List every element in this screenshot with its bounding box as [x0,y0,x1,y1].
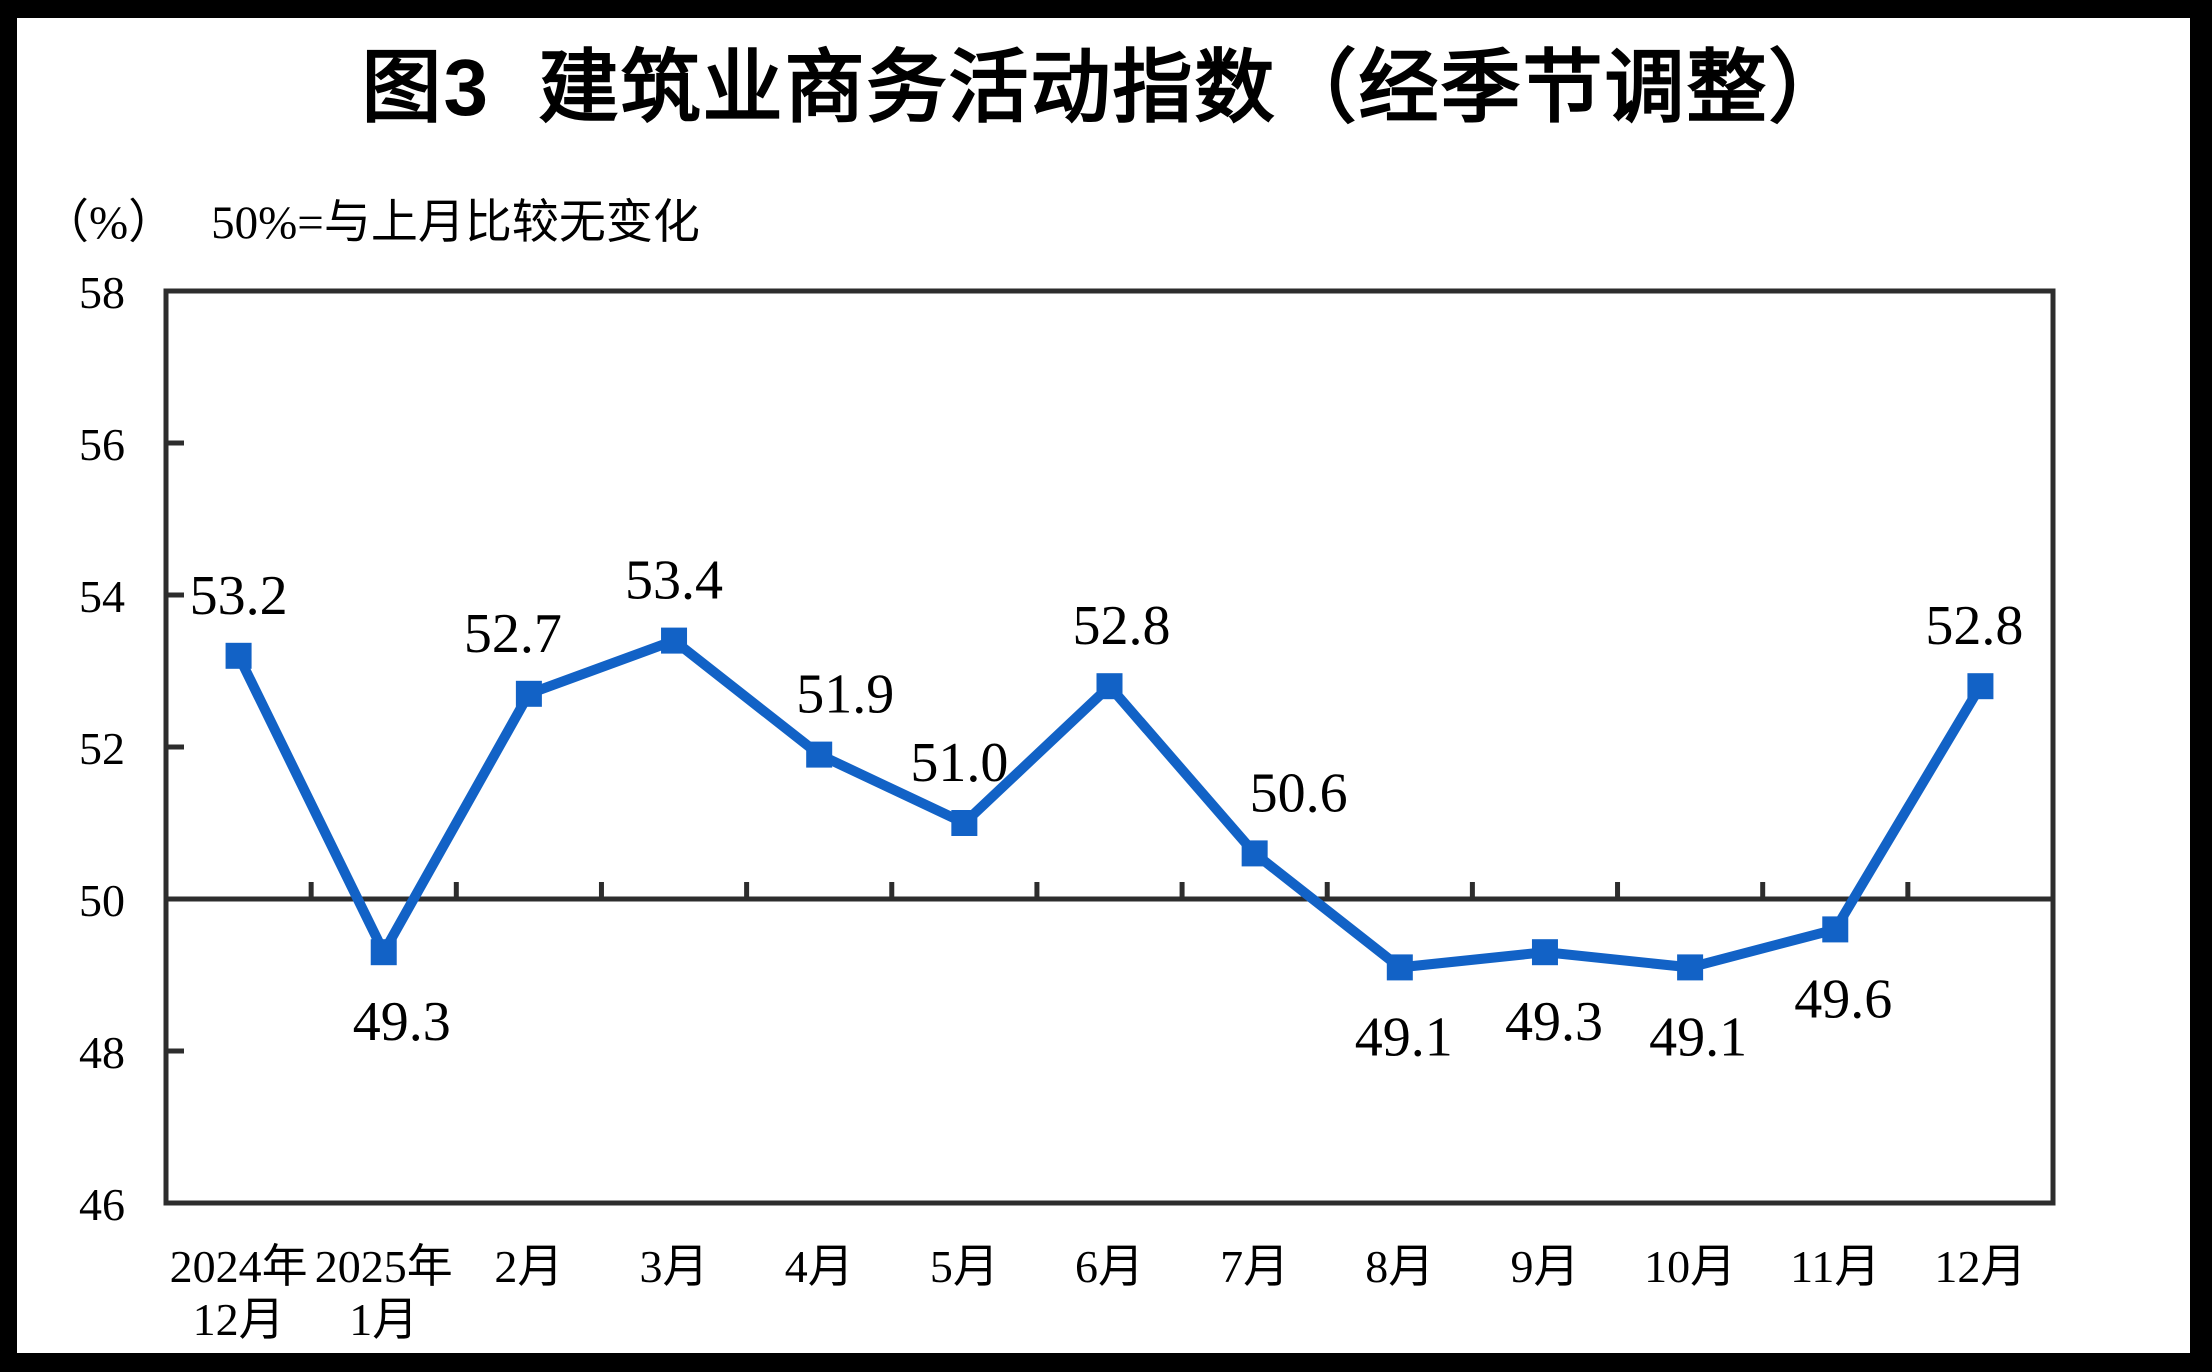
reference-note-label: 50%=与上月比较无变化 [211,197,700,249]
y-axis-tick-label: 58 [79,267,125,318]
x-axis-category-label: 9月 [1510,1241,1579,1292]
x-axis-category-label: 5月 [930,1241,999,1292]
data-point-marker [661,627,688,654]
data-point-label: 49.3 [353,991,451,1053]
data-point-marker [515,680,542,707]
data-point-label: 53.4 [625,550,723,612]
x-axis-category-label: 12月 [193,1294,285,1345]
x-axis-category-label: 8月 [1365,1241,1434,1292]
axis-note-row: （%） 50%=与上月比较无变化 [42,192,700,254]
x-axis-category-label: 2024年 [170,1241,308,1292]
y-axis-tick-label: 54 [79,571,125,622]
data-point-label: 52.7 [464,603,562,665]
data-point-marker [951,810,978,836]
data-point-label: 49.6 [1794,968,1892,1030]
x-axis-category-label: 2025年 [315,1241,453,1292]
x-axis-category-label: 10月 [1644,1241,1736,1292]
x-axis-category-label: 11月 [1790,1241,1880,1292]
data-point-marker [1531,939,1558,966]
data-point-marker [1241,840,1268,867]
data-point-marker [1822,916,1849,943]
data-point-label: 51.0 [910,732,1008,794]
y-axis-tick-label: 50 [79,875,125,926]
data-point-label: 50.6 [1250,762,1348,824]
x-axis-category-label: 2月 [494,1241,563,1292]
data-point-marker [1096,673,1123,700]
data-point-marker [1967,673,1994,700]
data-point-label: 53.2 [190,565,288,627]
data-point-marker [225,642,252,669]
chart-title: 图3 建筑业商务活动指数（经季节调整） [361,43,1851,132]
x-axis-category-label: 7月 [1220,1241,1289,1292]
x-axis-category-label: 12月 [1934,1241,2026,1292]
y-axis-unit-label: （%） [42,197,176,249]
x-axis-category-label: 6月 [1075,1241,1144,1292]
y-axis-tick-label: 56 [79,419,125,470]
data-point-label: 49.3 [1505,991,1603,1053]
data-point-marker [1386,954,1413,981]
data-point-label: 52.8 [1925,595,2023,657]
x-axis-category-label: 3月 [640,1241,709,1292]
x-axis-category-label: 4月 [785,1241,854,1292]
data-point-marker [370,939,397,966]
y-axis-tick-label: 46 [79,1179,125,1230]
plot-frame [163,288,2056,1206]
data-point-label: 49.1 [1649,1006,1747,1068]
y-axis-tick-label: 52 [79,723,125,774]
data-point-marker [1677,954,1704,981]
data-point-label: 49.1 [1355,1006,1453,1068]
x-axis-category-label: 1月 [349,1294,418,1345]
data-point-label: 52.8 [1073,595,1171,657]
y-axis-tick-label: 48 [79,1027,125,1078]
data-point-label: 51.9 [796,664,894,726]
data-point-marker [806,741,833,768]
